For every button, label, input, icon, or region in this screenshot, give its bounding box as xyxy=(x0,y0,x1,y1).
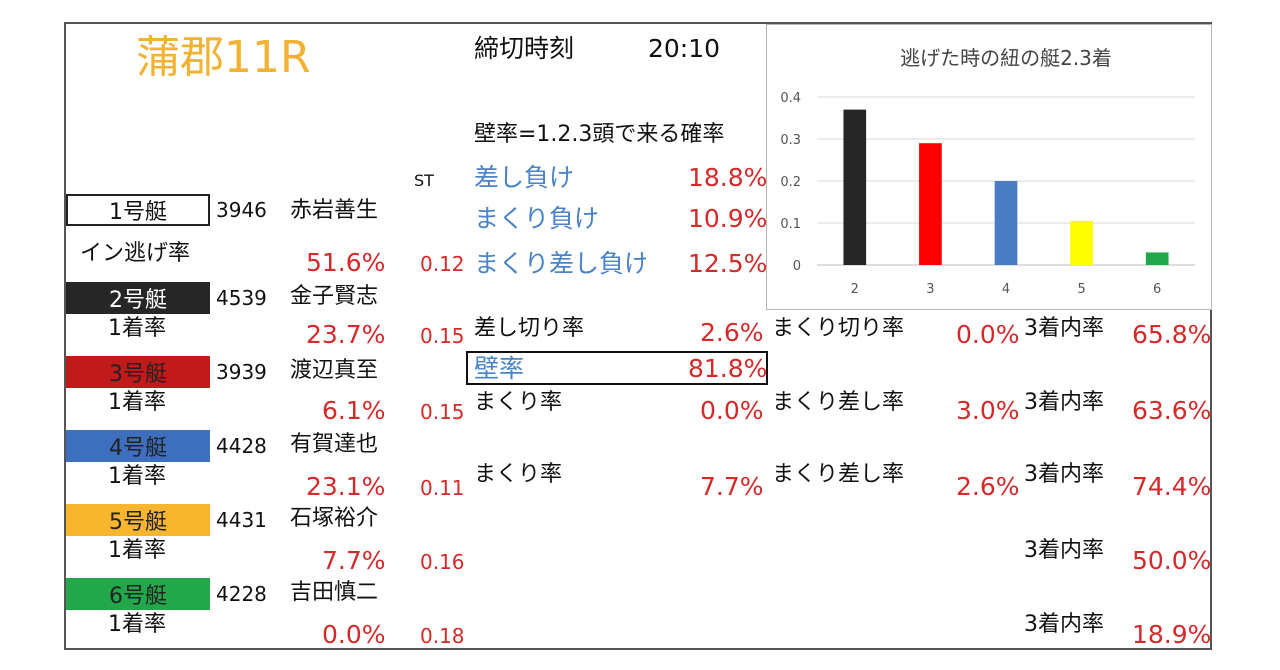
chart-x-tick-label: 2 xyxy=(851,282,859,297)
boat-2-makurikiri-label: まくり切り率 xyxy=(772,316,905,341)
boat-4-makurisashi-value: 2.6% xyxy=(956,472,1020,501)
chart-bar xyxy=(843,109,867,265)
boat-4-badge: 4号艇 xyxy=(66,430,210,462)
boat-1-st: 0.12 xyxy=(420,252,465,276)
chart-bar xyxy=(994,181,1018,265)
makuri-loss-label: まくり負け xyxy=(474,204,600,233)
boat-1-rate: 51.6% xyxy=(306,248,386,277)
boat-2-top3-value: 65.8% xyxy=(1132,320,1212,349)
boat-5-rate-label: 1着率 xyxy=(108,538,166,563)
boat-5-badge: 5号艇 xyxy=(66,504,210,536)
boat-3-rate-label: 1着率 xyxy=(108,390,166,415)
chart-y-tick-label: 0.4 xyxy=(780,91,801,106)
boat-4-st: 0.11 xyxy=(420,476,465,500)
chart-x-tick-label: 3 xyxy=(926,282,934,297)
makurisashi-loss-label: まくり差し負け xyxy=(474,251,646,276)
chart-y-tick-label: 0.3 xyxy=(780,133,801,148)
boat-3-makurisashi-value: 3.0% xyxy=(956,396,1020,425)
chart-bar xyxy=(1145,252,1169,265)
boat-3-badge: 3号艇 xyxy=(66,356,210,388)
boat-2-sashikiri-label: 差し切り率 xyxy=(474,316,585,341)
escape-place-chart: 逃げた時の紐の艇2.3着 0 0.1 0.2 0.3 0.4 2 3 4 5 6 xyxy=(766,24,1212,310)
boat-6-racer-name: 吉田慎二 xyxy=(290,580,379,605)
boat-6-rate: 0.0% xyxy=(322,620,386,649)
boat-2-badge: 2号艇 xyxy=(66,282,210,314)
boat-3-racer-id: 3939 xyxy=(216,360,267,384)
chart-bar xyxy=(1070,220,1093,265)
boat-2-st: 0.15 xyxy=(420,324,465,348)
boat-3-rate: 6.1% xyxy=(322,396,386,425)
boat-3-top3-label: 3着内率 xyxy=(1024,390,1104,415)
chart-title: 逃げた時の紐の艇2.3着 xyxy=(900,46,1112,70)
boat-3-makurisashi-label: まくり差し率 xyxy=(772,390,905,415)
venue-race-title: 蒲郡11R xyxy=(136,32,311,83)
chart-bar xyxy=(919,143,942,265)
boat-6-racer-id: 4228 xyxy=(216,582,267,606)
boat-4-rate: 23.1% xyxy=(306,472,386,501)
chart-y-tick-label: 0 xyxy=(793,259,801,274)
boat-3-st: 0.15 xyxy=(420,400,465,424)
boat-4-makurisashi-label: まくり差し率 xyxy=(772,462,905,487)
deadline-label: 締切時刻 xyxy=(474,34,575,63)
boat-6-rate-label: 1着率 xyxy=(108,612,166,637)
chart-x-tick-label: 6 xyxy=(1153,282,1161,297)
boat-4-racer-name: 有賀達也 xyxy=(290,432,379,457)
sashi-loss-label: 差し負け xyxy=(474,163,575,192)
boat-4-rate-label: 1着率 xyxy=(108,464,166,489)
boat-3-racer-name: 渡辺真至 xyxy=(290,358,379,383)
wall-rate-value: 81.8% xyxy=(688,354,768,383)
boat-3-top3-value: 63.6% xyxy=(1132,396,1212,425)
boat-5-st: 0.16 xyxy=(420,550,465,574)
chart-y-tick-label: 0.2 xyxy=(780,175,801,190)
boat-4-makuri-label: まくり率 xyxy=(474,462,563,487)
makurisashi-loss-value: 12.5% xyxy=(688,249,768,278)
chart-x-tick-label: 4 xyxy=(1002,282,1010,297)
boat-2-top3-label: 3着内率 xyxy=(1024,316,1104,341)
boat-5-top3-label: 3着内率 xyxy=(1024,538,1104,563)
boat-4-makuri-value: 7.7% xyxy=(700,472,764,501)
boat-4-top3-value: 74.4% xyxy=(1132,472,1212,501)
race-card-frame xyxy=(64,22,1212,650)
chart-y-tick-label: 0.1 xyxy=(780,217,801,232)
boat-6-top3-value: 18.9% xyxy=(1132,620,1212,649)
boat-5-racer-name: 石塚裕介 xyxy=(290,506,379,531)
boat-1-rate-label: イン逃げ率 xyxy=(80,241,191,266)
boat-4-racer-id: 4428 xyxy=(216,434,267,458)
boat-5-top3-value: 50.0% xyxy=(1132,546,1212,575)
deadline-time: 20:10 xyxy=(648,34,721,63)
boat-1-badge: 1号艇 xyxy=(66,194,210,226)
boat-3-makuri-value: 0.0% xyxy=(700,396,764,425)
boat-6-st: 0.18 xyxy=(420,624,465,648)
wall-rate-box xyxy=(466,351,768,385)
boat-2-rate: 23.7% xyxy=(306,320,386,349)
sashi-loss-value: 18.8% xyxy=(688,163,768,192)
boat-6-badge: 6号艇 xyxy=(66,578,210,610)
st-header: ST xyxy=(414,171,434,190)
boat-1-racer-name: 赤岩善生 xyxy=(290,198,379,223)
boat-4-top3-label: 3着内率 xyxy=(1024,462,1104,487)
boat-2-sashikiri-value: 2.6% xyxy=(700,318,764,347)
boat-6-top3-label: 3着内率 xyxy=(1024,612,1104,637)
boat-2-makurikiri-value: 0.0% xyxy=(956,320,1020,349)
boat-2-rate-label: 1着率 xyxy=(108,316,166,341)
boat-2-racer-name: 金子賢志 xyxy=(290,284,379,309)
wall-definition: 壁率=1.2.3頭で来る確率 xyxy=(474,122,725,147)
boat-1-racer-id: 3946 xyxy=(216,198,267,222)
makuri-loss-value: 10.9% xyxy=(688,204,768,233)
boat-5-rate: 7.7% xyxy=(322,546,386,575)
chart-svg: 逃げた時の紐の艇2.3着 0 0.1 0.2 0.3 0.4 2 3 4 5 6 xyxy=(780,46,1195,297)
chart-x-tick-label: 5 xyxy=(1077,282,1085,297)
boat-5-racer-id: 4431 xyxy=(216,508,267,532)
boat-3-makuri-label: まくり率 xyxy=(474,390,563,415)
boat-2-racer-id: 4539 xyxy=(216,286,267,310)
wall-rate-label: 壁率 xyxy=(474,354,525,383)
